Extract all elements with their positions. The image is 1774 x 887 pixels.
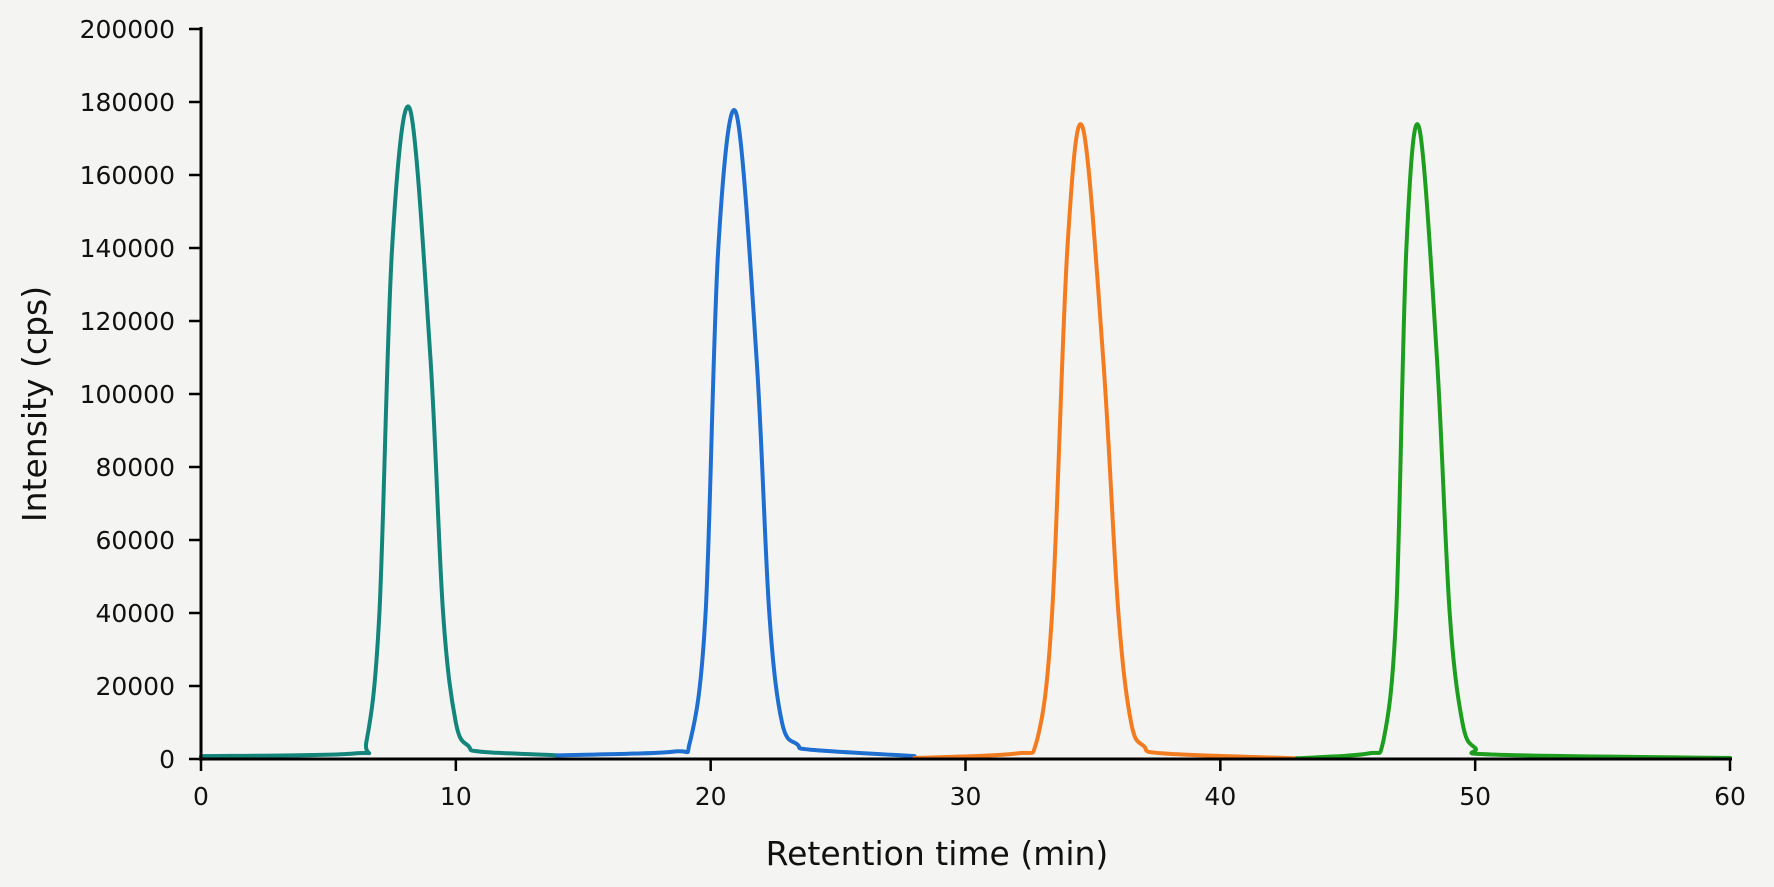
series-line-3 <box>912 122 1299 761</box>
x-tick-label: 60 <box>1714 782 1746 811</box>
series-line-4 <box>1294 122 1732 761</box>
x-tick-label: 30 <box>950 782 982 811</box>
y-tick-label: 120000 <box>80 307 175 336</box>
y-tick-label: 140000 <box>80 234 175 263</box>
series-line-2 <box>555 108 917 759</box>
y-tick-label: 40000 <box>95 599 175 628</box>
x-tick-label: 50 <box>1459 782 1491 811</box>
y-tick-label: 60000 <box>95 526 175 555</box>
series-traces <box>199 104 1732 761</box>
y-tick-label: 200000 <box>80 15 175 44</box>
y-tick-label: 20000 <box>95 672 175 701</box>
series-line-1 <box>199 104 560 759</box>
y-tick-label: 80000 <box>95 453 175 482</box>
x-axis-ticks: 0 10 20 30 40 50 60 <box>193 759 1746 811</box>
x-tick-label: 40 <box>1204 782 1236 811</box>
x-tick-label: 0 <box>193 782 209 811</box>
y-axis-title: Intensity (cps) <box>15 286 54 522</box>
y-tick-label: 160000 <box>80 161 175 190</box>
x-axis-title: Retention time (min) <box>766 834 1109 873</box>
y-tick-label: 180000 <box>80 88 175 117</box>
y-axis-ticks: 0 20000 40000 60000 80000 100000 120000 140000 1… <box>80 15 201 774</box>
y-tick-label: 0 <box>159 745 175 774</box>
y-tick-label: 100000 <box>80 380 175 409</box>
x-tick-label: 20 <box>695 782 727 811</box>
x-tick-label: 10 <box>440 782 472 811</box>
